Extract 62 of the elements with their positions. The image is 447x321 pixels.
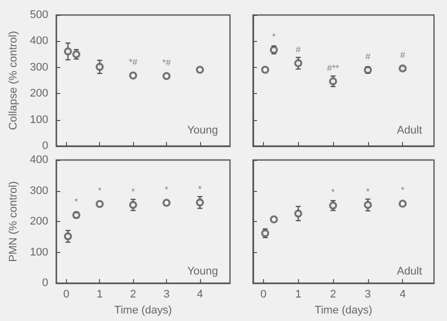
y-tick-label: 100 xyxy=(30,246,48,258)
point xyxy=(398,200,407,208)
x-tick-label: 1 xyxy=(295,288,302,301)
annotation: * xyxy=(164,184,169,194)
annotation: * xyxy=(74,196,79,207)
y-axis-title: Collapse (% control) xyxy=(8,30,20,130)
point xyxy=(64,47,72,56)
x-axis-title: Time (days) xyxy=(114,304,172,316)
annotation: * xyxy=(98,186,102,196)
point xyxy=(294,59,302,68)
x-tick-label: 4 xyxy=(196,288,203,301)
point xyxy=(196,66,204,74)
point xyxy=(270,215,278,224)
y-tick-label: 100 xyxy=(30,114,48,126)
annotation: Young xyxy=(187,266,218,278)
annotation: Adult xyxy=(396,124,422,136)
y-tick-label: 200 xyxy=(30,216,48,228)
point xyxy=(364,200,372,209)
annotation: * xyxy=(272,31,276,42)
annotation: *# xyxy=(162,58,171,68)
annotation: # xyxy=(296,44,301,55)
point xyxy=(96,62,104,71)
y-tick-label: 500 xyxy=(30,9,48,21)
annotation: * xyxy=(400,185,405,196)
annotation: # xyxy=(365,52,370,62)
annotation: *# xyxy=(128,57,138,68)
point xyxy=(294,210,302,218)
annotation: Adult xyxy=(396,266,422,278)
x-axis-title: Time (days) xyxy=(314,304,372,316)
x-tick-label: 0 xyxy=(63,288,70,301)
annotation: * xyxy=(131,186,136,196)
point xyxy=(96,200,104,208)
y-axis-title: PMN (% control) xyxy=(8,181,20,262)
x-tick-label: 2 xyxy=(330,288,336,301)
point xyxy=(129,200,138,209)
y-tick-label: 200 xyxy=(30,88,48,100)
y-tick-label: 400 xyxy=(30,35,48,48)
annotation: * xyxy=(331,187,336,198)
y-tick-label: 300 xyxy=(30,61,48,74)
annotation: #** xyxy=(327,62,340,73)
x-tick-label: 2 xyxy=(130,288,136,301)
point xyxy=(196,198,204,206)
y-tick-label: 0 xyxy=(42,140,48,152)
x-tick-label: 4 xyxy=(400,288,406,301)
annotation: # xyxy=(400,50,406,60)
annotation: * xyxy=(198,184,202,194)
point xyxy=(64,232,72,240)
point xyxy=(162,198,171,207)
x-tick-label: 3 xyxy=(364,288,371,301)
point xyxy=(129,72,138,80)
x-tick-label: 1 xyxy=(96,288,103,301)
y-tick-label: 400 xyxy=(30,154,48,166)
point xyxy=(398,64,407,72)
x-tick-label: 3 xyxy=(163,288,170,301)
annotation: Young xyxy=(187,124,218,136)
point xyxy=(329,77,338,86)
y-tick-label: 0 xyxy=(42,277,48,290)
x-tick-label: 0 xyxy=(260,288,267,301)
point xyxy=(162,72,171,80)
annotation: * xyxy=(366,186,370,196)
y-tick-label: 300 xyxy=(30,184,48,197)
point xyxy=(261,66,270,74)
